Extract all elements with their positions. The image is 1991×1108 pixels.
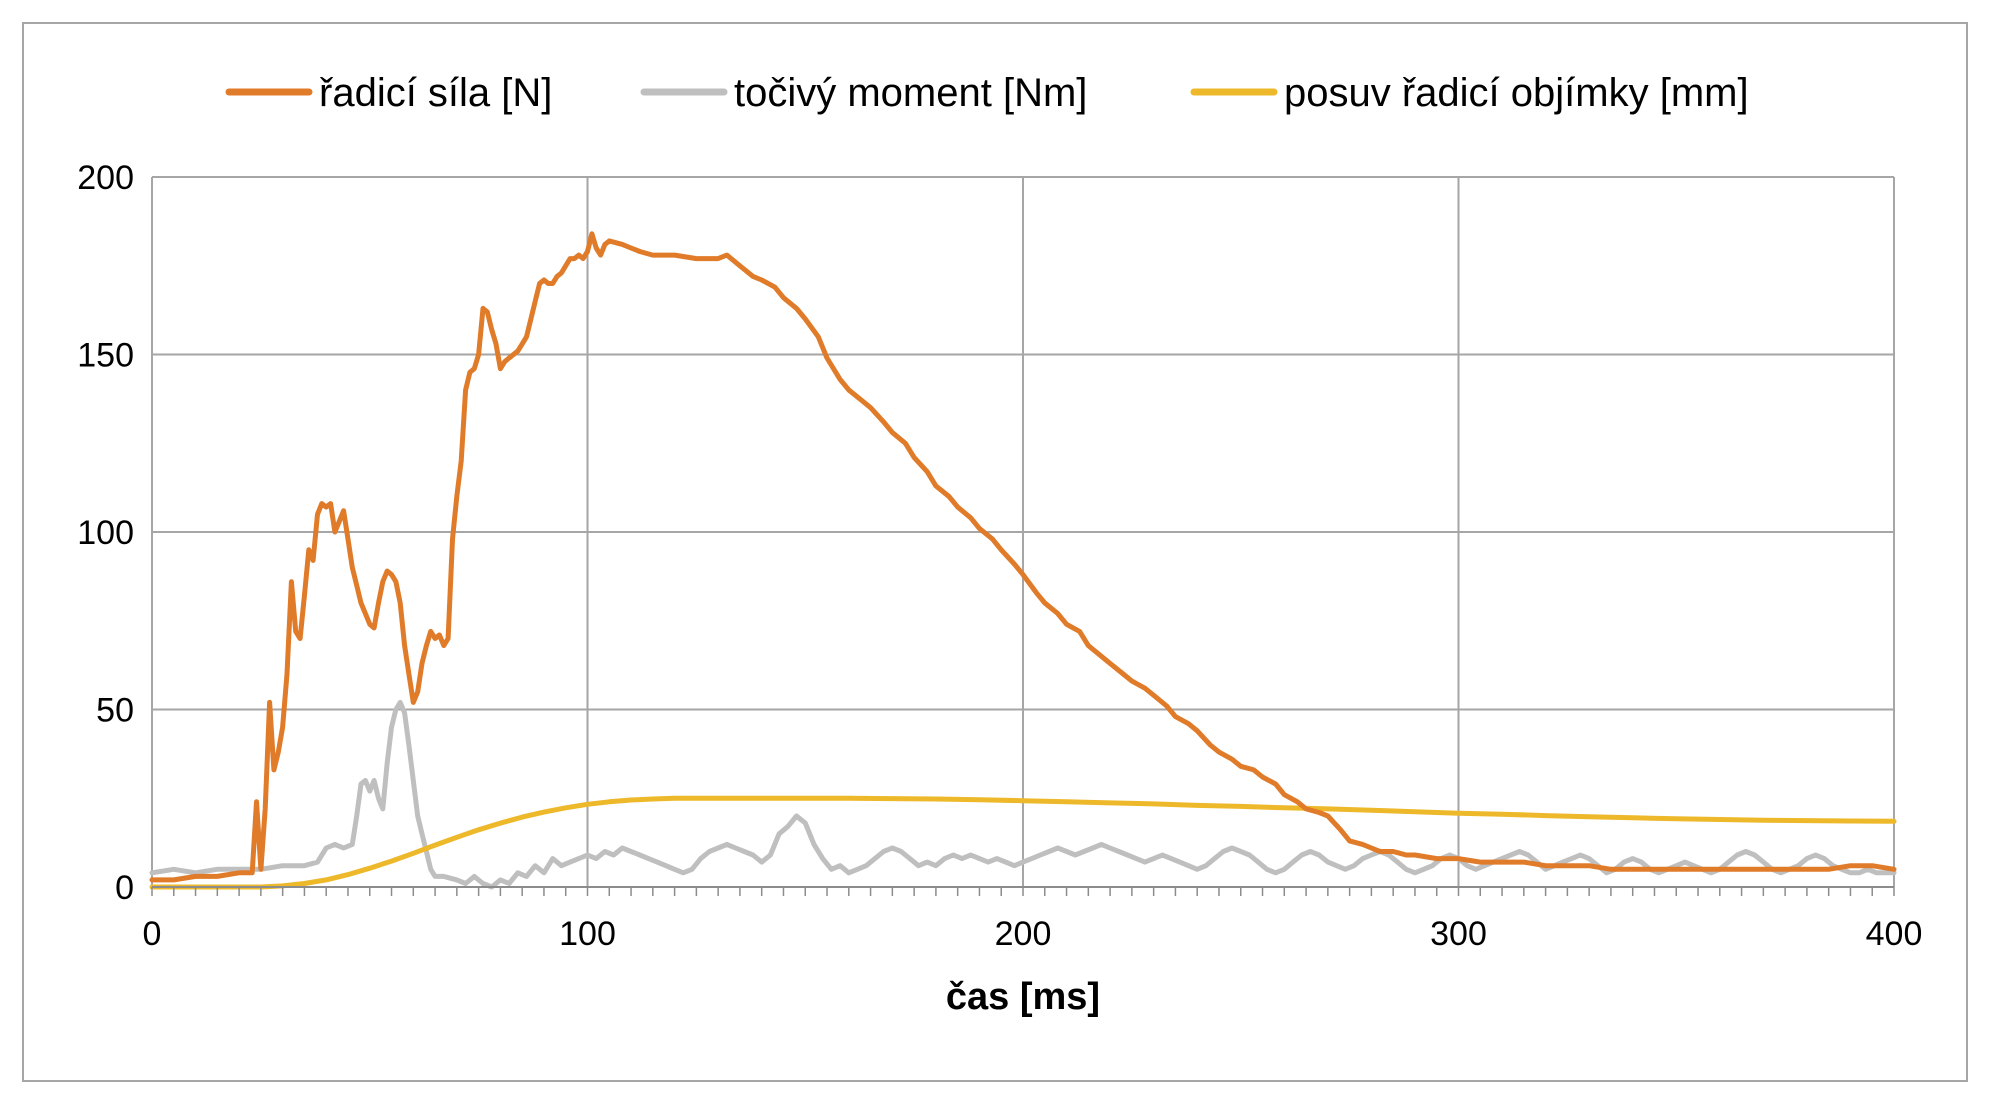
- legend: řadicí síla [N] točivý moment [Nm] posuv ř…: [225, 71, 1749, 115]
- legend-label: řadicí síla [N]: [319, 71, 552, 115]
- y-tick-label: 150: [77, 337, 134, 375]
- x-tick-label: 0: [143, 915, 162, 953]
- y-tick-label: 50: [96, 692, 134, 730]
- x-tick-label: 200: [995, 915, 1052, 953]
- x-tick-label: 300: [1430, 915, 1487, 953]
- series-line-2: [149, 795, 1897, 890]
- x-axis-title: čas [ms]: [946, 976, 1100, 1018]
- y-tick-label: 200: [77, 159, 134, 197]
- axis-layer: 0 50 100 150 200 0 100 200 300 400: [77, 159, 1922, 953]
- y-tick-label: 100: [77, 514, 134, 552]
- series-layer: [149, 231, 1897, 890]
- chart-frame: 0 50 100 150 200 0 100 200 300 400 řadicí síla [N…: [22, 22, 1968, 1082]
- x-tick-label: 400: [1866, 915, 1923, 953]
- line-chart: 0 50 100 150 200 0 100 200 300 400 řadicí síla [N…: [77, 71, 1922, 1018]
- x-tick-label: 100: [559, 915, 616, 953]
- y-tick-label: 0: [115, 869, 134, 907]
- legend-label: točivý moment [Nm]: [734, 71, 1087, 115]
- series-line-1: [149, 699, 1897, 890]
- series-line-0: [149, 231, 1897, 883]
- legend-label: posuv řadicí objímky [mm]: [1284, 71, 1749, 115]
